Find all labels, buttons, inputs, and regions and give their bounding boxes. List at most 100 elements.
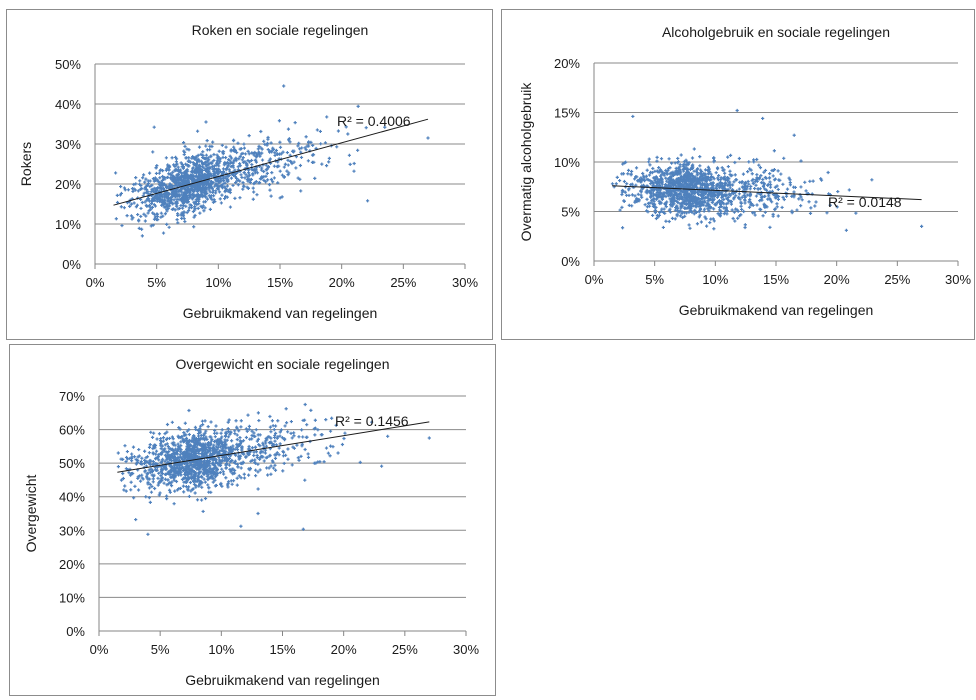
scatter-point: [654, 197, 658, 201]
scatter-point: [673, 217, 677, 221]
scatter-point: [708, 182, 712, 186]
scatter-point: [135, 203, 139, 207]
scatter-point: [140, 473, 144, 477]
scatter-point: [212, 169, 216, 174]
x-tick-label: 25%: [392, 642, 418, 657]
scatter-point: [172, 478, 176, 482]
r-squared-label: R² = 0.4006: [337, 113, 411, 129]
scatter-point: [620, 192, 624, 197]
scatter-point: [703, 191, 707, 196]
scatter-point: [233, 168, 237, 172]
scatter-point: [154, 456, 158, 460]
scatter-point: [660, 182, 664, 186]
scatter-point: [669, 175, 673, 179]
scatter-point: [255, 171, 260, 175]
scatter-point: [300, 146, 304, 150]
scatter-point: [165, 422, 170, 427]
scatter-point: [184, 162, 188, 166]
scatter-point: [621, 172, 626, 176]
scatter-point: [149, 207, 153, 211]
scatter-point: [181, 206, 185, 210]
r-squared-label: R² = 0.1456: [335, 413, 409, 429]
scatter-point: [161, 231, 166, 235]
scatter-point: [200, 452, 205, 456]
scatter-point: [193, 157, 197, 161]
scatter-point: [722, 206, 726, 210]
scatter-point: [722, 184, 727, 188]
scatter-point: [133, 484, 137, 488]
scatter-point: [272, 435, 277, 440]
scatter-point: [240, 158, 244, 162]
scatter-point: [659, 174, 663, 178]
scatter-point: [156, 476, 160, 480]
scatter-point: [186, 449, 190, 453]
scatter-point: [678, 192, 682, 196]
scatter-point: [234, 453, 238, 457]
scatter-point: [747, 182, 751, 186]
scatter-point: [195, 439, 199, 443]
scatter-point: [159, 446, 163, 451]
scatter-point: [662, 173, 666, 177]
scatter-point: [174, 160, 179, 164]
scatter-point: [743, 223, 747, 227]
scatter-point: [231, 183, 235, 188]
scatter-point: [176, 448, 181, 452]
scatter-point: [194, 183, 198, 188]
scatter-point: [694, 179, 698, 183]
scatter-point: [659, 200, 663, 204]
scatter-point: [780, 205, 784, 210]
scatter-point: [284, 421, 289, 425]
scatter-point: [657, 166, 661, 170]
scatter-point: [211, 165, 215, 169]
scatter-point: [681, 163, 685, 167]
scatter-point: [267, 435, 271, 439]
scatter-point: [712, 227, 716, 231]
scatter-point: [835, 205, 839, 209]
scatter-point: [790, 194, 794, 198]
scatter-point: [239, 461, 243, 466]
scatter-point: [270, 441, 274, 446]
scatter-point: [144, 203, 148, 207]
scatter-point: [275, 451, 279, 455]
scatter-point: [324, 446, 329, 450]
scatter-point: [196, 475, 200, 479]
scatter-point: [826, 170, 830, 175]
scatter-point: [697, 210, 701, 214]
scatter-point: [642, 176, 646, 180]
scatter-point: [286, 447, 290, 451]
scatter-point: [252, 153, 256, 157]
scatter-point: [175, 201, 179, 205]
scatter-point: [825, 211, 829, 215]
scatter-point: [635, 199, 639, 204]
scatter-point: [213, 456, 217, 460]
scatter-point: [256, 147, 260, 151]
scatter-point: [187, 408, 191, 413]
scatter-point: [180, 216, 184, 220]
scatter-point: [168, 176, 173, 180]
scatter-point: [254, 167, 258, 171]
scatter-point: [179, 213, 183, 217]
scatter-point: [247, 427, 251, 431]
scatter-point: [634, 183, 638, 187]
scatter-point: [204, 120, 208, 124]
scatter-point: [670, 216, 675, 220]
scatter-point: [270, 459, 275, 463]
scatter-point: [205, 197, 210, 201]
scatter-point: [286, 127, 291, 131]
scatter-point: [265, 171, 269, 175]
y-axis-label: Overgewicht: [23, 474, 39, 552]
scatter-point: [257, 418, 261, 423]
scatter-point: [158, 438, 163, 443]
scatter-point: [246, 473, 251, 477]
scatter-point: [129, 472, 134, 476]
scatter-point: [315, 128, 319, 132]
y-tick-label: 5%: [561, 205, 580, 220]
scatter-point: [213, 435, 217, 439]
scatter-point: [282, 461, 286, 466]
scatter-point: [652, 196, 656, 201]
scatter-point: [164, 185, 169, 189]
scatter-point: [736, 209, 740, 213]
scatter-point: [172, 502, 176, 506]
scatter-point: [723, 175, 727, 179]
scatter-point: [191, 435, 195, 439]
